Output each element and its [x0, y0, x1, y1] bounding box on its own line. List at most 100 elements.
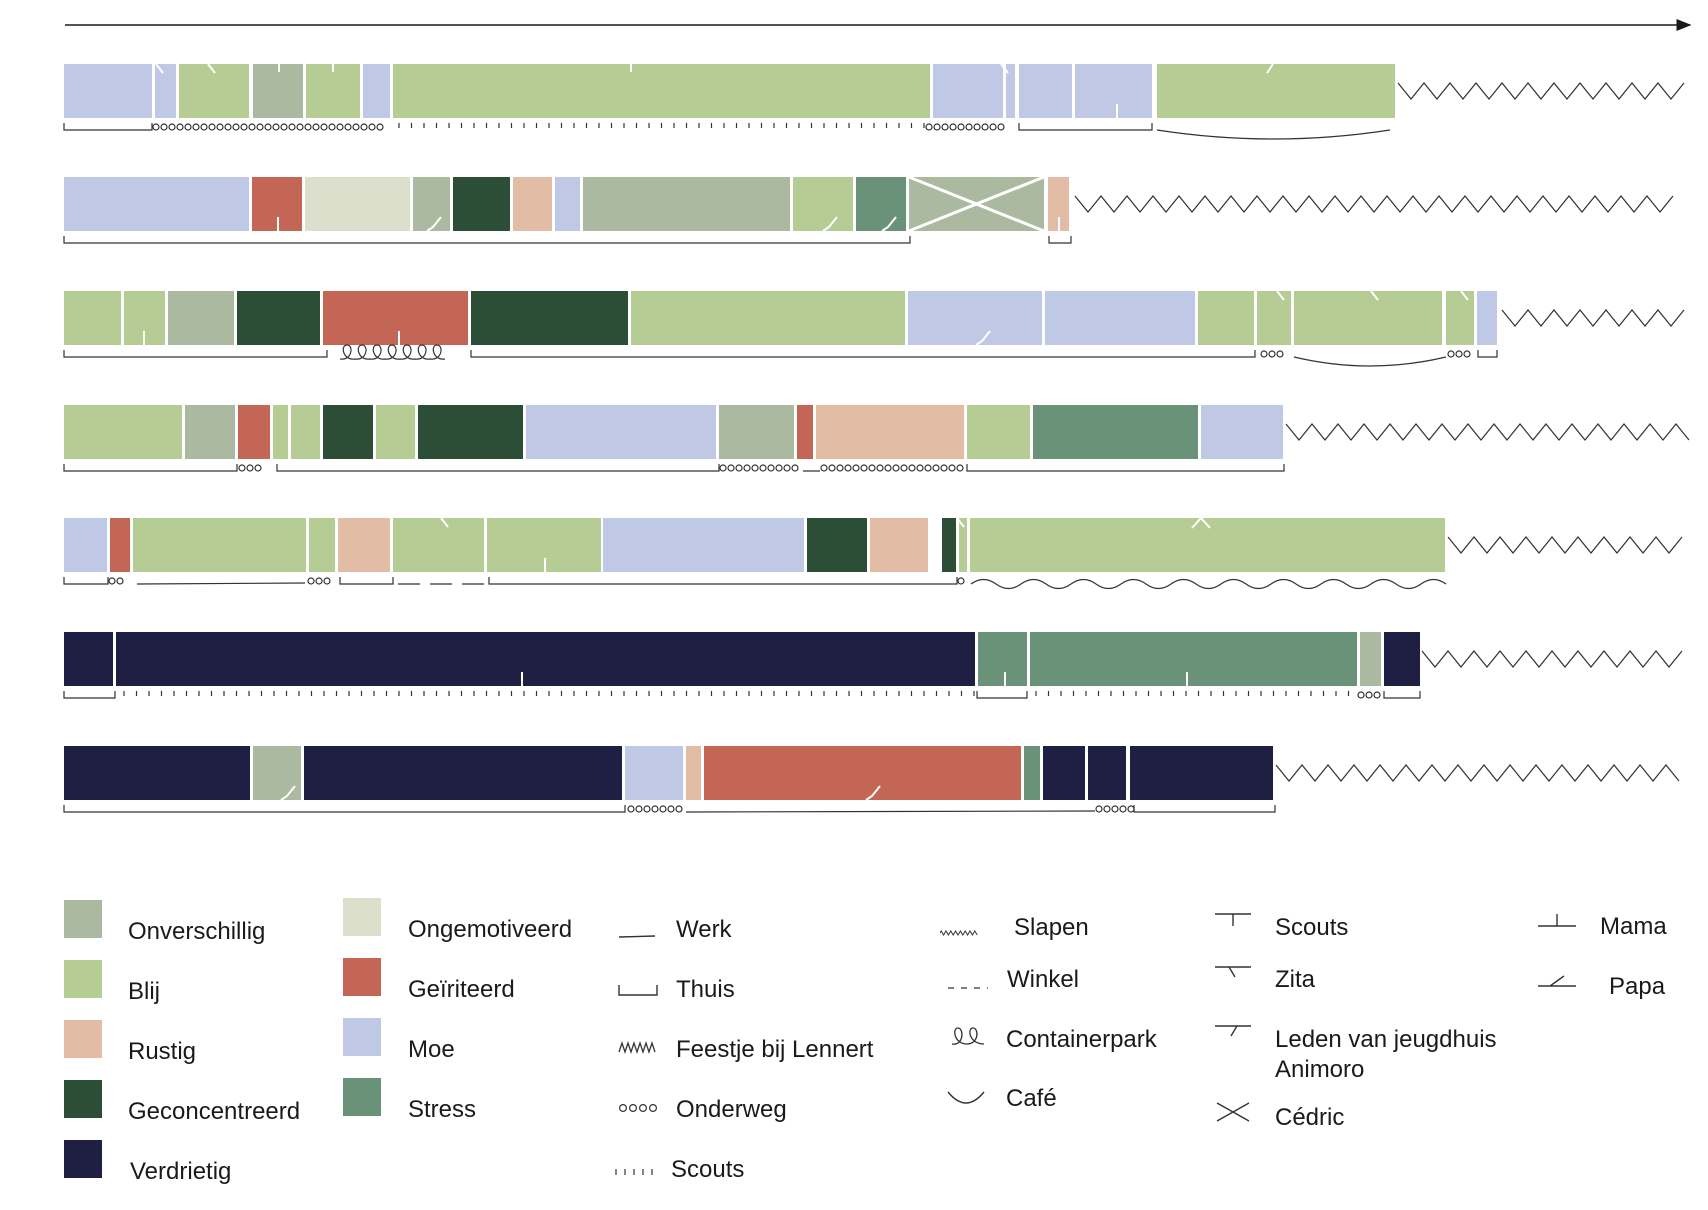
papa-mark [881, 216, 897, 232]
jeugdhuis-mark [1266, 63, 1274, 74]
activity-scouts [398, 123, 925, 128]
onderweg-circle [1119, 805, 1127, 813]
state-block-geconcentreerd [807, 518, 867, 572]
onderweg-circle [892, 464, 900, 472]
state-block-rustig [1048, 177, 1069, 231]
papa-mark [426, 216, 442, 232]
activity-onderweg [1447, 350, 1471, 358]
onderweg-circle [667, 805, 675, 813]
activity-onderweg [307, 577, 331, 585]
onderweg-circle [948, 464, 956, 472]
legend-label-containerpark: Containerpark [1006, 1026, 1157, 1053]
legend-label-zita: Zita [1275, 966, 1316, 993]
state-block-blij [133, 518, 306, 572]
papa-symbol-icon [1538, 975, 1576, 987]
state-block-geiriteerd [704, 746, 1021, 800]
werk-symbol-icon [618, 935, 656, 938]
onderweg-circle [973, 123, 981, 131]
zita-mark [1276, 290, 1285, 301]
onderweg-circle [1447, 350, 1455, 358]
slapen-zigzag [1285, 423, 1690, 441]
onderweg-circle [940, 464, 948, 472]
state-block-moe [1201, 405, 1283, 459]
onderweg-circle [743, 464, 751, 472]
state-block-onverschillig [253, 64, 303, 118]
state-block-moe [64, 518, 107, 572]
thuis-bracket [976, 691, 1028, 699]
thuis-bracket [966, 464, 1285, 472]
state-block-geiriteerd [323, 291, 468, 345]
state-block-blij [393, 64, 930, 118]
state-block-onverschillig [253, 746, 301, 800]
state-block-blij [1198, 291, 1254, 345]
timeline-row-3 [63, 291, 1685, 367]
activity-onderweg [152, 123, 384, 131]
legend-label-geiriteerd: Geïriteerd [408, 976, 515, 1003]
state-block-blij [64, 405, 182, 459]
person-mark-zita [155, 63, 164, 74]
person-mark-zita [1370, 290, 1379, 301]
onderweg-circle [828, 464, 836, 472]
activity-onderweg [957, 577, 965, 585]
state-block-moe [625, 746, 683, 800]
slapen-zigzag [1501, 309, 1685, 327]
onderweg-circle [264, 123, 272, 131]
state-block-verdrietig [64, 746, 250, 800]
onderweg-circle [232, 123, 240, 131]
person-mark-papa [865, 785, 881, 801]
state-block-geconcentreerd [237, 291, 320, 345]
timeline-row-2 [63, 175, 1674, 244]
person-mark-papa [822, 216, 838, 232]
state-block-onverschillig [168, 291, 234, 345]
legend-label-geconcentreerd: Geconcentreerd [128, 1098, 301, 1125]
state-block-verdrietig [1130, 746, 1273, 800]
state-block-ongemotiveerd [305, 177, 410, 231]
state-block-onverschillig [413, 177, 450, 231]
slapen-zigzag [1421, 650, 1683, 668]
legend-onderweg-circle [648, 1103, 657, 1113]
person-mark-zita [1000, 63, 1009, 74]
state-block-blij [1157, 64, 1395, 118]
onderweg-circle [956, 464, 964, 472]
onderweg-circle [852, 464, 860, 472]
state-block-moe [555, 177, 580, 231]
state-block-blij [631, 291, 905, 345]
containerpark-loops [339, 344, 446, 360]
onderweg-circle [160, 123, 168, 131]
state-block-moe [64, 177, 249, 231]
state-block-stress [1033, 405, 1198, 459]
onderweg-circle [168, 123, 176, 131]
legend-label-slapen: Slapen [1014, 914, 1089, 941]
state-block-stress [978, 632, 1027, 686]
thuis-bracket [63, 350, 328, 358]
onderweg-circle [627, 805, 635, 813]
onderweg-circle [916, 464, 924, 472]
onderweg-circle [868, 464, 876, 472]
papa-mark [975, 330, 991, 346]
state-block-verdrietig [1088, 746, 1126, 800]
onderweg-circle [1103, 805, 1111, 813]
timeline-rows [63, 63, 1690, 813]
swatch-blij [64, 960, 102, 998]
activity-werk [685, 810, 1096, 813]
onderweg-circle [288, 123, 296, 131]
state-block-moe [64, 64, 152, 118]
activity-cafe [1293, 356, 1447, 367]
onderweg-circle [216, 123, 224, 131]
state-block-moe [1075, 64, 1152, 118]
state-block-onverschillig [719, 405, 794, 459]
timeline-row-7 [63, 746, 1680, 813]
onderweg-circle [836, 464, 844, 472]
timeline-row-4 [63, 405, 1690, 472]
state-block-stress [1024, 746, 1040, 800]
onderweg-circle [932, 464, 940, 472]
legend-label-mama: Mama [1600, 913, 1667, 940]
timeline-row-1 [63, 64, 1685, 140]
onderweg-circle [675, 805, 683, 813]
onderweg-circle [1455, 350, 1463, 358]
activity-werk [136, 582, 306, 585]
state-block-stress [1030, 632, 1357, 686]
activity-thuis [63, 123, 153, 131]
cafe-arc [1156, 129, 1391, 140]
activity-thuis [1383, 691, 1421, 699]
